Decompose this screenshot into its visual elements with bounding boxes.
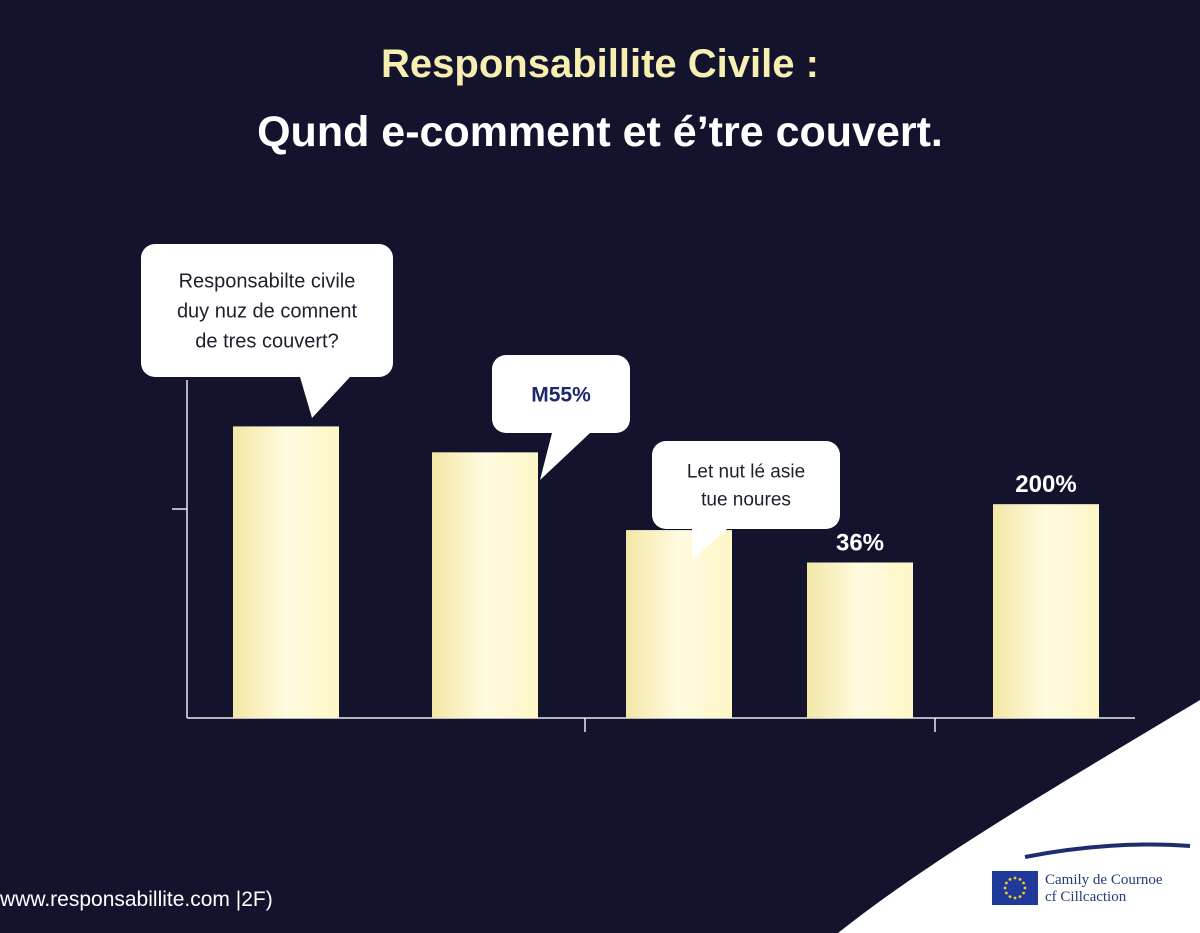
- chart-subtitle: Qund e-comment et é’tre couvert.: [257, 108, 943, 156]
- org-name: Camily de Cournoe cf Cillcaction: [1045, 872, 1195, 906]
- footer-url[interactable]: www.responsabillite.com |2F): [0, 888, 273, 911]
- callout-bubble: [652, 441, 840, 529]
- org-name-line-2: cf Cillcaction: [1045, 889, 1127, 905]
- callout-bubble: [492, 355, 630, 433]
- callout-text: duy nuz de comnent: [177, 301, 358, 323]
- org-name-line-1: Camily de Cournoe: [1045, 872, 1163, 888]
- callout-bubble: [141, 244, 393, 377]
- chart-title: Responsabillite Civile :: [381, 42, 819, 86]
- eu-flag-icon: [992, 871, 1038, 905]
- callout-text: Responsabilte civile: [179, 271, 356, 293]
- data-label: 200%: [1015, 471, 1076, 498]
- bar: [626, 530, 732, 718]
- bar: [432, 452, 538, 718]
- callout-text: tue noures: [701, 490, 791, 511]
- callout-text: Let nut lé asie: [687, 462, 805, 483]
- callout-text: de tres couvert?: [195, 331, 338, 353]
- bar: [807, 562, 913, 718]
- data-label: 36%: [836, 529, 884, 556]
- callout-tail: [692, 529, 727, 560]
- bar: [233, 426, 339, 718]
- bar: [993, 504, 1099, 718]
- callout-tail: [540, 433, 590, 480]
- callout-tail: [300, 377, 350, 418]
- callout-text: M55%: [531, 383, 591, 406]
